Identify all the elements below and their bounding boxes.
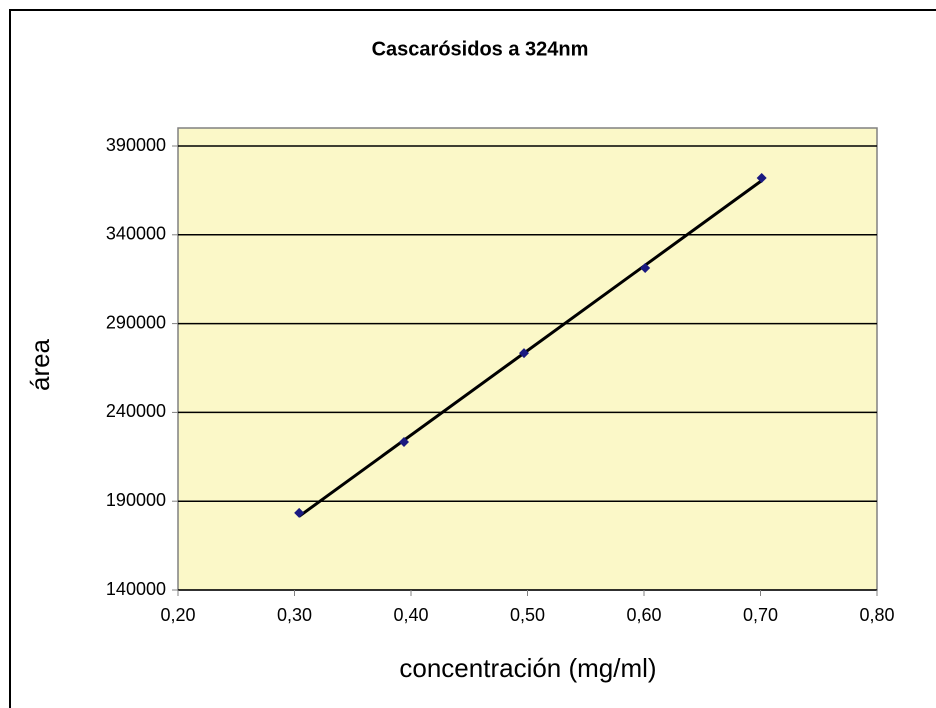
data-point (294, 507, 305, 518)
x-tick-label: 0,30 (277, 605, 312, 625)
y-tick-label: 390000 (106, 135, 166, 155)
plot-area (177, 127, 878, 591)
y-tick-label: 140000 (106, 579, 166, 599)
y-tick-label: 190000 (106, 490, 166, 510)
data-point (399, 437, 410, 448)
data-point (640, 263, 651, 274)
trendline (298, 179, 763, 518)
x-axis-label: concentración (mg/ml) (399, 653, 656, 683)
data-point (756, 172, 767, 183)
x-tick-label: 0,50 (510, 605, 545, 625)
data-point (519, 348, 530, 359)
x-tick-label: 0,60 (626, 605, 661, 625)
x-tick-label: 0,40 (393, 605, 428, 625)
x-tick-label: 0,20 (160, 605, 195, 625)
x-tick-label: 0,70 (743, 605, 778, 625)
x-tick-label: 0,80 (859, 605, 894, 625)
y-tick-label: 240000 (106, 401, 166, 421)
y-axis-label: área (25, 338, 55, 391)
y-tick-label: 290000 (106, 312, 166, 332)
chart-title: Cascarósidos a 324nm (372, 38, 589, 60)
y-tick-label: 340000 (106, 224, 166, 244)
